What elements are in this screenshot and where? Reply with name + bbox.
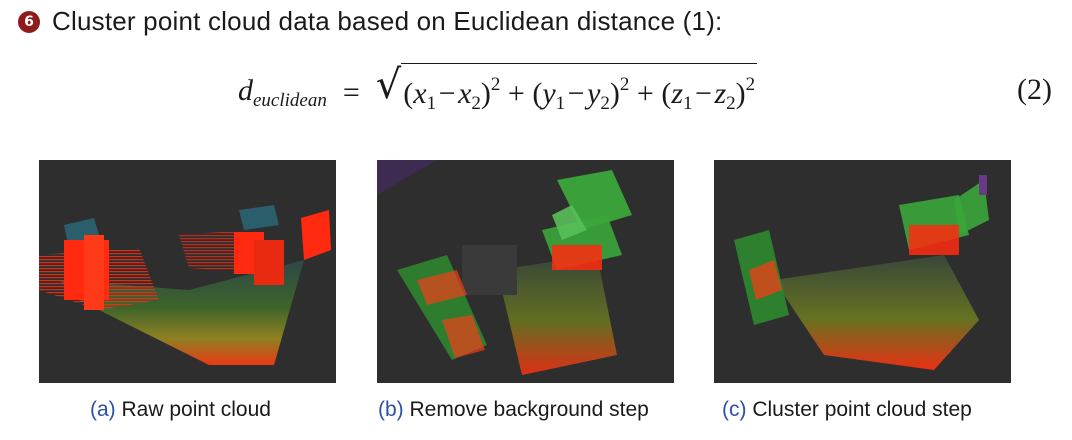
figure-caption-a: (a) Raw point cloud — [90, 398, 271, 422]
equals-sign: = — [342, 76, 360, 109]
equation-lhs: deuclidean — [238, 74, 327, 111]
euclidean-distance-equation: deuclidean = √ (x1 − x2)2 + (y1 − y2)2 +… — [238, 63, 758, 118]
caption-text-c: Cluster point cloud step — [752, 398, 972, 421]
step-heading: 6 Cluster point cloud data based on Eucl… — [18, 6, 722, 37]
remove-background-image — [377, 160, 674, 383]
radical-symbol: √ — [375, 62, 402, 108]
square-root: √ (x1 − x2)2 + (y1 − y2)2 + (z1 − z2)2 — [375, 62, 758, 123]
caption-text-b: Remove background step — [409, 398, 649, 421]
raw-point-cloud-image — [39, 160, 336, 383]
figure-label-a: (a) — [90, 398, 116, 421]
equation-number: (2) — [1017, 73, 1052, 106]
radicand: (x1 − x2)2 + (y1 − y2)2 + (z1 − z2)2 — [401, 63, 758, 123]
step-title: Cluster point cloud data based on Euclid… — [52, 6, 723, 36]
cluster-point-cloud-image — [714, 160, 1011, 383]
figure-label-c: (c) — [722, 398, 747, 421]
figure-caption-c: (c) Cluster point cloud step — [722, 398, 972, 422]
figure-caption-b: (b) Remove background step — [378, 398, 649, 422]
step-number-badge: 6 — [18, 10, 40, 33]
figure-label-b: (b) — [378, 398, 404, 421]
caption-text-a: Raw point cloud — [121, 398, 271, 421]
